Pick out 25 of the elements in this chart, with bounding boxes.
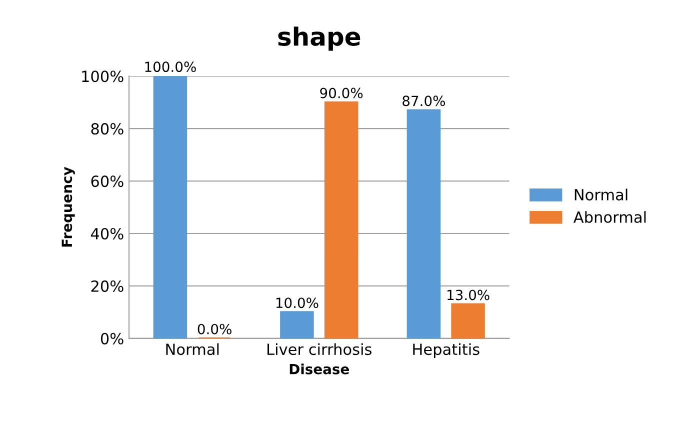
legend-label: Abnormal: [574, 211, 646, 223]
y-tick-label: 20%: [91, 280, 124, 292]
y-tick-label: 0%: [100, 332, 124, 344]
data-label: 0.0%: [198, 324, 232, 334]
bar: [406, 109, 441, 338]
y-axis-title: Frequency: [62, 166, 75, 247]
bar: [324, 101, 358, 338]
x-tick-label: Hepatitis: [413, 343, 480, 358]
y-tick-label: 100%: [82, 70, 124, 82]
legend-label: Normal: [574, 188, 628, 200]
y-tick-label: 40%: [90, 228, 124, 240]
data-label: 90.0%: [320, 88, 363, 98]
data-label: 87.0%: [402, 96, 445, 106]
bar: [153, 76, 188, 338]
y-tick-label: 60%: [91, 176, 124, 188]
bar: [451, 303, 485, 338]
chart-title: shape: [278, 26, 360, 51]
x-tick-label: Liver cirrhosis: [268, 343, 372, 356]
data-label: 10.0%: [276, 298, 318, 308]
data-label: 100.0%: [145, 62, 196, 72]
bar: [280, 311, 314, 338]
y-tick-label: 80%: [91, 123, 124, 135]
x-axis-title: Disease: [290, 364, 349, 374]
data-label: 13.0%: [448, 290, 490, 300]
x-tick-label: Normal: [166, 343, 219, 356]
